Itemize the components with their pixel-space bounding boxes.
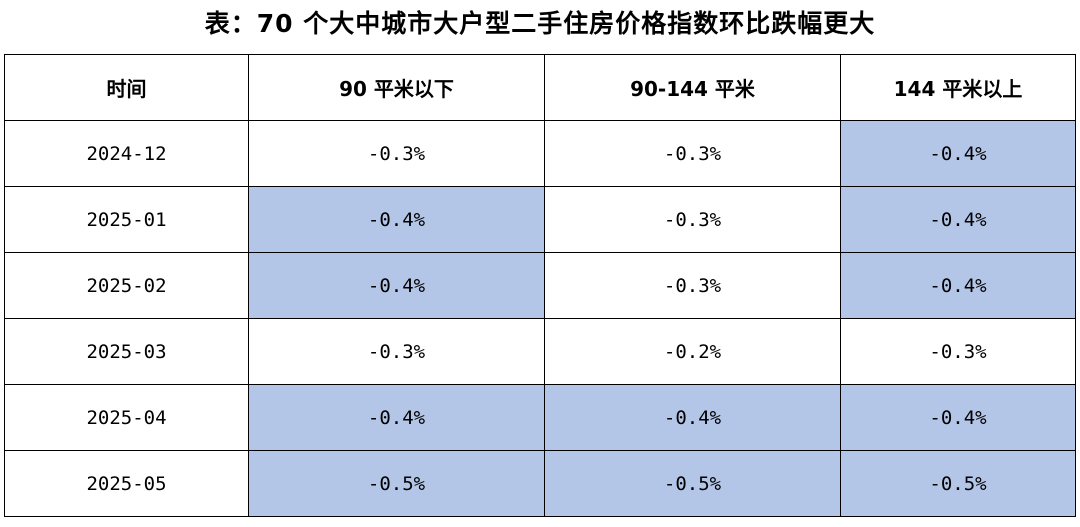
cell-date: 2025-01 (4, 186, 249, 253)
table-row: 2024-12 -0.3% -0.3% -0.4% (4, 120, 1076, 187)
table-row: 2025-04 -0.4% -0.4% -0.4% (4, 384, 1076, 451)
cell-date: 2025-03 (4, 318, 249, 385)
cell-value: -0.3% (248, 120, 545, 187)
cell-value: -0.4% (544, 384, 841, 451)
table-row: 2025-05 -0.5% -0.5% -0.5% (4, 450, 1076, 517)
cell-date: 2025-05 (4, 450, 249, 517)
cell-value: -0.5% (840, 450, 1076, 517)
cell-value: -0.3% (544, 252, 841, 319)
table-row: 2025-03 -0.3% -0.2% -0.3% (4, 318, 1076, 385)
table-title: 表：70 个大中城市大户型二手住房价格指数环比跌幅更大 (204, 9, 876, 38)
cell-value: -0.3% (544, 186, 841, 253)
cell-date: 2025-02 (4, 252, 249, 319)
cell-value: -0.4% (248, 186, 545, 253)
header-90-144: 90-144 平米 (544, 54, 841, 121)
header-over-144: 144 平米以上 (840, 54, 1076, 121)
cell-value: -0.4% (840, 186, 1076, 253)
cell-value: -0.2% (544, 318, 841, 385)
header-time: 时间 (4, 54, 249, 121)
cell-value: -0.4% (840, 252, 1076, 319)
cell-value: -0.4% (840, 120, 1076, 187)
cell-value: -0.4% (248, 384, 545, 451)
table-row: 2025-01 -0.4% -0.3% -0.4% (4, 186, 1076, 253)
table-header-row: 时间 90 平米以下 90-144 平米 144 平米以上 (4, 54, 1076, 121)
cell-date: 2025-04 (4, 384, 249, 451)
header-under-90: 90 平米以下 (248, 54, 545, 121)
cell-date: 2024-12 (4, 120, 249, 187)
cell-value: -0.3% (840, 318, 1076, 385)
cell-value: -0.5% (248, 450, 545, 517)
table-row: 2025-02 -0.4% -0.3% -0.4% (4, 252, 1076, 319)
cell-value: -0.3% (248, 318, 545, 385)
cell-value: -0.3% (544, 120, 841, 187)
cell-value: -0.5% (544, 450, 841, 517)
price-index-table: 时间 90 平米以下 90-144 平米 144 平米以上 2024-12 -0… (4, 54, 1076, 517)
cell-value: -0.4% (248, 252, 545, 319)
cell-value: -0.4% (840, 384, 1076, 451)
